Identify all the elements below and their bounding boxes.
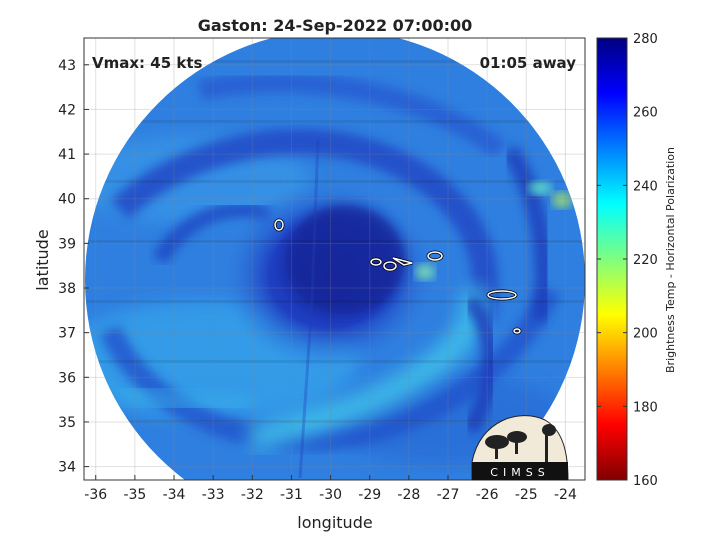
y-tick-label: 36 [58,370,76,386]
time-away-label: 01:05 away [480,54,577,72]
x-tick-label: -30 [319,487,342,503]
colorbar-tick-label: 240 [633,179,658,194]
x-tick-label: -32 [241,487,264,503]
colorbar-ticks: 160 180 200 220 240 260 280 [597,32,658,489]
y-tick-label: 43 [58,58,76,74]
x-tick-label: -27 [437,487,460,503]
y-axis-ticks: 34 35 36 37 38 39 40 41 42 43 [58,58,89,476]
x-tick-label: -35 [123,487,146,503]
x-tick-label: -28 [397,487,420,503]
cold-cloud-contours-inner [274,219,521,334]
y-tick-label: 38 [58,281,76,297]
colorbar-tick-label: 220 [633,253,658,268]
colorbar-tick-label: 160 [633,474,658,489]
x-tick-label: -33 [202,487,225,503]
x-tick-label: -31 [280,487,303,503]
x-tick-label: -26 [476,487,499,503]
colorbar-tick-label: 180 [633,400,658,415]
y-tick-label: 34 [58,460,76,476]
colorbar-tick-label: 200 [633,327,658,342]
brightness-temperature-swath [85,38,585,480]
figure-title: Gaston: 24-Sep-2022 07:00:00 [198,16,473,35]
x-tick-label: -36 [84,487,107,503]
grid-lines [84,38,585,480]
x-tick-label: -25 [515,487,538,503]
cimss-logo: CIMSS [471,415,569,481]
x-axis-label: longitude [297,513,372,532]
y-axis-label: latitude [33,229,52,290]
y-tick-label: 41 [58,147,76,163]
y-tick-label: 42 [58,102,76,118]
x-axis-ticks: -36 -35 -34 -33 -32 -31 -30 -29 -28 -27 -26 -25 -24 [84,475,577,503]
y-tick-label: 37 [58,326,76,342]
vmax-label: Vmax: 45 kts [92,54,202,72]
x-tick-label: -29 [358,487,381,503]
y-tick-label: 35 [58,415,76,431]
colorbar-tick-label: 260 [633,106,658,121]
y-tick-label: 39 [58,236,76,252]
colorbar [596,37,628,481]
y-tick-label: 40 [58,192,76,208]
x-tick-label: -34 [163,487,186,503]
cimss-logo-text: CIMSS [490,466,549,479]
colorbar-tick-label: 280 [633,32,658,47]
x-tick-label: -24 [554,487,577,503]
axes-frame [83,37,586,481]
colorbar-label: Brightness Temp - Horizontal Polarizatio… [664,147,677,373]
